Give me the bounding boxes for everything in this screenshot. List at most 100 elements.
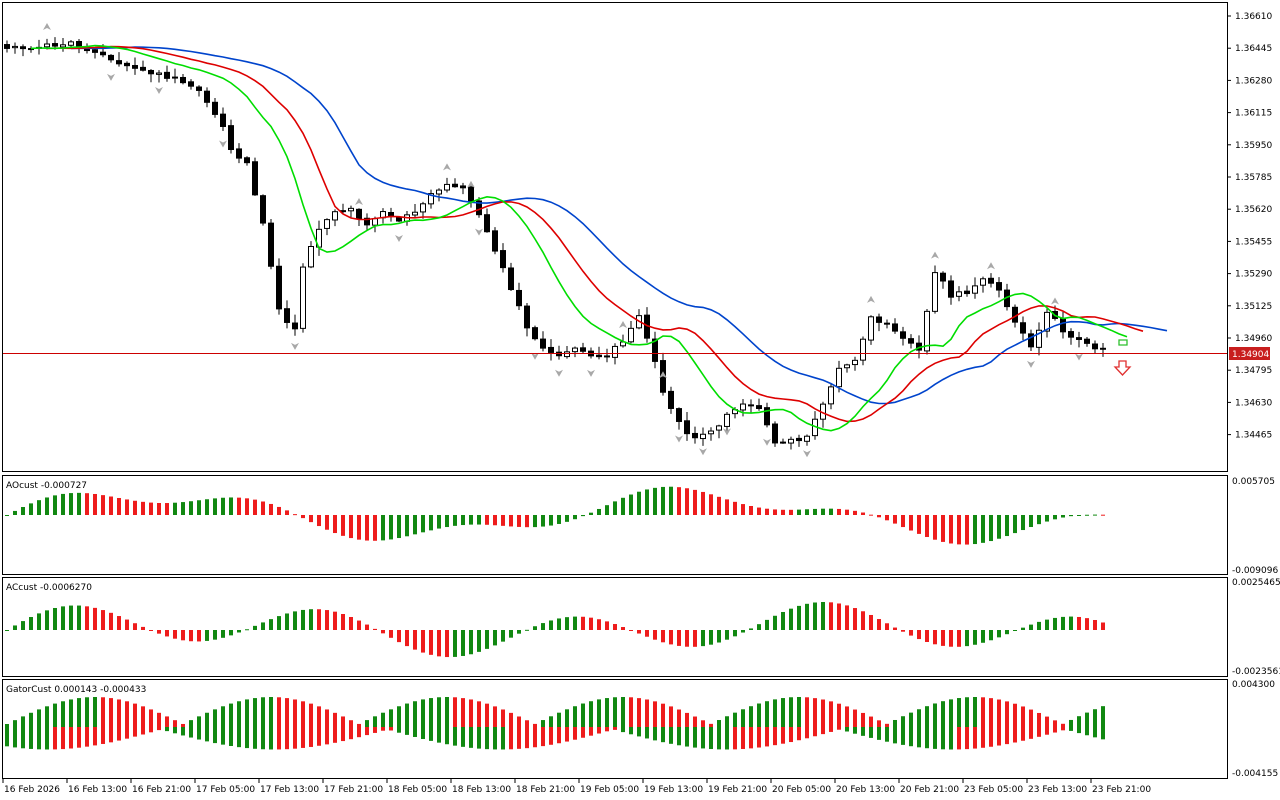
price-axis-label: 1.35620	[1235, 205, 1272, 215]
histogram-bar	[925, 727, 929, 749]
histogram-bar	[693, 727, 697, 748]
histogram-bar	[605, 727, 609, 732]
histogram-bar	[53, 703, 57, 727]
candle-body	[268, 222, 274, 267]
histogram-bar	[581, 727, 585, 738]
histogram-bar	[725, 499, 729, 515]
candle-body	[1020, 322, 1026, 334]
histogram-bar	[829, 701, 833, 727]
histogram-bar	[701, 491, 705, 515]
histogram-bar	[125, 701, 129, 727]
histogram-bar	[85, 697, 89, 727]
candle-body	[740, 403, 746, 411]
histogram-bar	[1085, 514, 1089, 516]
histogram-bar	[181, 502, 185, 515]
gator-scale-max: 0.004300	[1232, 680, 1275, 690]
candle-body	[932, 272, 938, 312]
histogram-bar	[429, 698, 433, 727]
histogram-bar	[349, 616, 353, 630]
histogram-bar	[333, 712, 337, 727]
histogram-bar	[341, 613, 345, 630]
fractal-up-icon	[987, 262, 995, 270]
histogram-bar	[77, 492, 81, 515]
histogram-bar	[237, 727, 241, 748]
histogram-bar	[501, 630, 505, 642]
histogram-bar	[853, 709, 857, 727]
ao-histogram	[5, 486, 1105, 545]
histogram-bar	[149, 727, 153, 733]
fractal-down-icon	[699, 448, 707, 456]
histogram-bar	[933, 727, 937, 749]
histogram-bar	[685, 712, 689, 727]
histogram-bar	[405, 727, 409, 735]
histogram-bar	[221, 706, 225, 727]
histogram-bar	[85, 493, 89, 515]
fractal-down-icon	[723, 428, 731, 436]
histogram-bar	[573, 616, 577, 630]
candle-body	[996, 282, 1002, 291]
histogram-bar	[645, 727, 649, 739]
histogram-bar	[837, 603, 841, 630]
ac-indicator-label: ACcust -0.0006270	[6, 583, 92, 593]
histogram-bar	[957, 630, 961, 647]
histogram-bar	[861, 611, 865, 630]
fractal-up-icon	[355, 197, 363, 205]
candle-body	[204, 90, 210, 103]
histogram-bar	[981, 630, 985, 643]
histogram-bar	[733, 501, 737, 515]
histogram-bar	[157, 712, 161, 727]
histogram-bar	[405, 515, 409, 537]
candle-body	[804, 435, 810, 442]
price-panel[interactable]	[2, 2, 1228, 472]
histogram-bar	[869, 514, 873, 516]
histogram-bar	[237, 630, 241, 633]
histogram-bar	[893, 515, 897, 524]
histogram-bar	[773, 699, 777, 727]
histogram-bar	[349, 727, 353, 740]
price-axis-label: 1.35125	[1235, 302, 1272, 312]
histogram-bar	[509, 712, 513, 727]
histogram-bar	[765, 619, 769, 630]
histogram-bar	[45, 727, 49, 750]
candle-body	[276, 265, 282, 310]
time-axis-label: 19 Feb 21:00	[708, 785, 767, 795]
histogram-bar	[773, 727, 777, 746]
histogram-bar	[309, 703, 313, 727]
candle-body	[308, 246, 314, 268]
histogram-bar	[1101, 622, 1105, 630]
fractal-up-icon	[1051, 297, 1059, 305]
histogram-bar	[1101, 727, 1105, 740]
histogram-bar	[1013, 703, 1017, 727]
histogram-bar	[1053, 727, 1057, 733]
candle-body	[716, 425, 722, 431]
histogram-bar	[845, 706, 849, 727]
candle-body	[252, 161, 258, 196]
histogram-bar	[365, 624, 369, 630]
histogram-bar	[117, 699, 121, 727]
histogram-bar	[621, 697, 625, 727]
histogram-bar	[557, 712, 561, 727]
candle-body	[772, 423, 778, 444]
histogram-bar	[885, 623, 889, 630]
fractal-up-icon	[443, 163, 451, 171]
histogram-bar	[293, 699, 297, 727]
histogram-bar	[1045, 716, 1049, 727]
histogram-bar	[197, 716, 201, 727]
histogram-bar	[541, 515, 545, 527]
histogram-bar	[861, 512, 865, 515]
ao-panel[interactable]	[2, 475, 1228, 575]
histogram-bar	[701, 727, 705, 749]
histogram-bar	[133, 703, 137, 727]
histogram-bar	[245, 699, 249, 727]
histogram-bar	[325, 610, 329, 630]
histogram-bar	[645, 630, 649, 637]
histogram-bar	[685, 488, 689, 515]
histogram-bar	[389, 630, 393, 638]
histogram-bar	[461, 698, 465, 727]
histogram-bar	[541, 720, 545, 727]
histogram-bar	[77, 698, 81, 727]
histogram-bar	[797, 697, 801, 727]
candle-body	[228, 125, 234, 151]
histogram-bar	[205, 499, 209, 515]
